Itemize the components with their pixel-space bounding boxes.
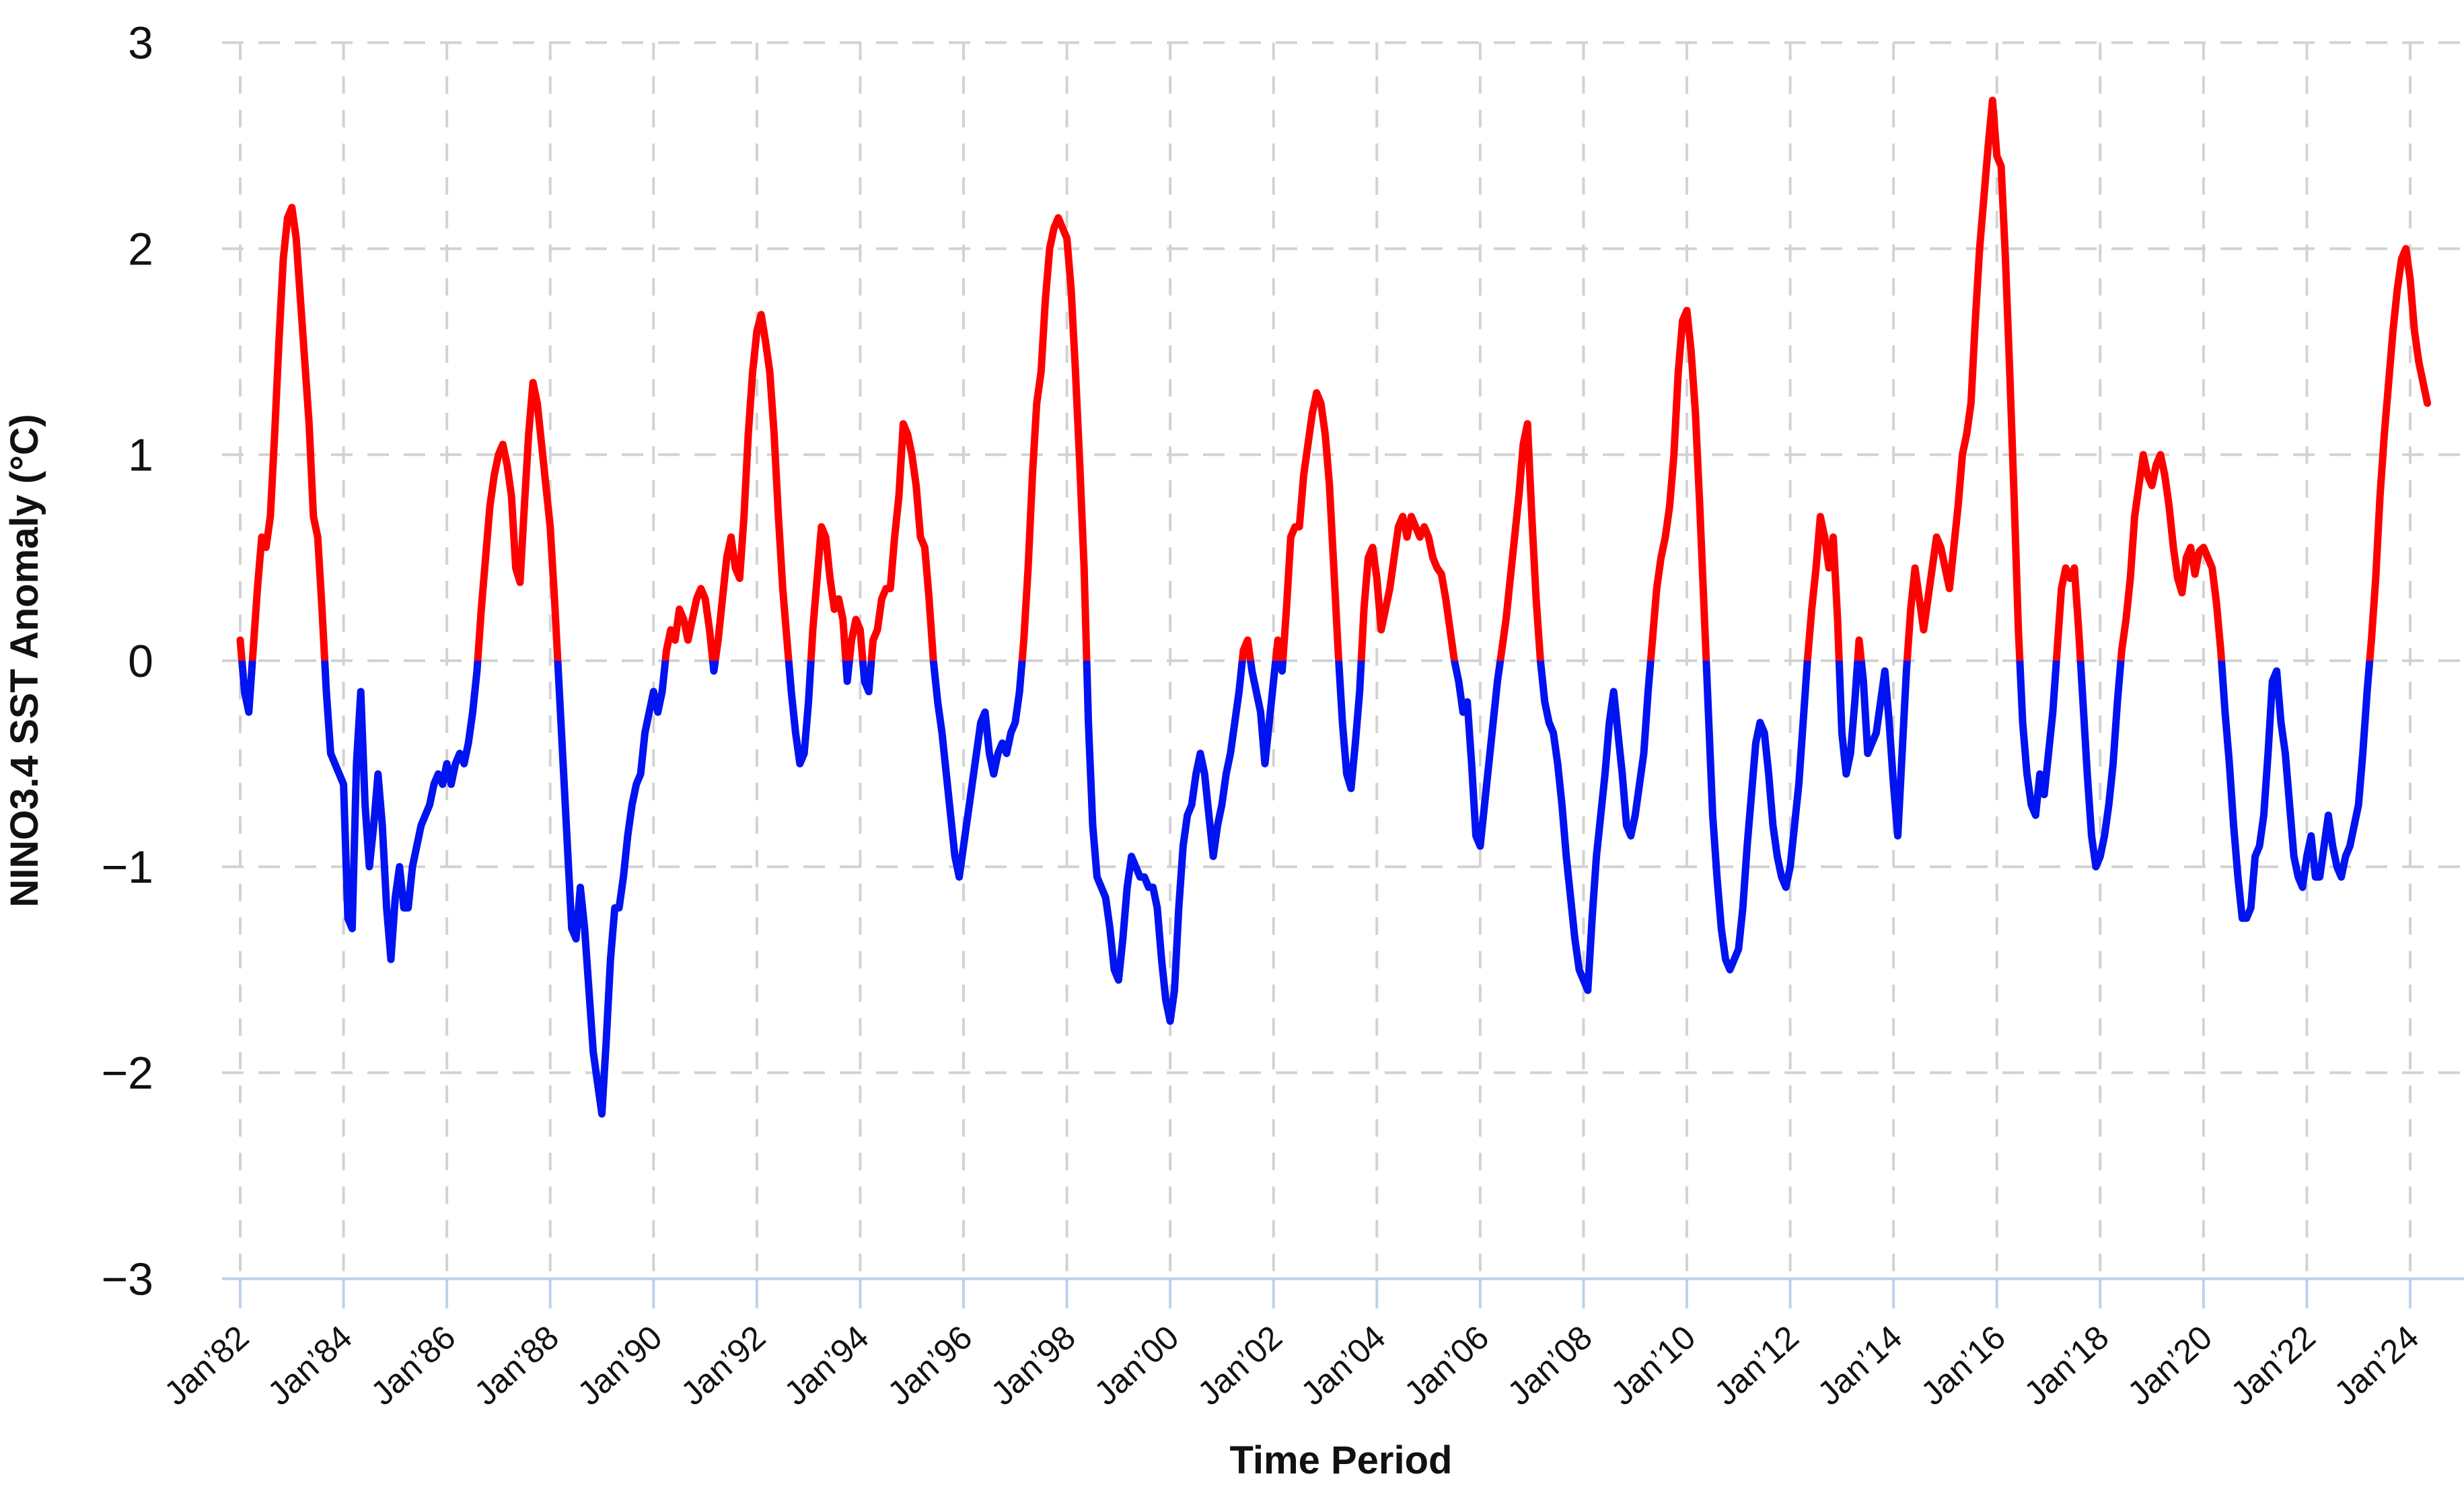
x-tick-label: Jan’22 (2224, 1318, 2323, 1412)
anomaly-line-positive (236, 96, 2432, 661)
x-tick-label: Jan’98 (984, 1318, 1083, 1412)
x-tick-label: Jan’92 (674, 1318, 772, 1412)
x-tick-label: Jan’08 (1500, 1318, 1599, 1412)
x-tick-label: Jan’06 (1397, 1318, 1496, 1412)
x-tick-label: Jan’94 (777, 1318, 876, 1412)
y-tick-label: 2 (128, 223, 153, 275)
x-tick-label: Jan’84 (260, 1318, 359, 1412)
y-tick-label: −1 (101, 842, 153, 893)
anomaly-line-negative (238, 661, 2374, 1118)
x-axis-title: Time Period (1230, 1438, 1453, 1482)
x-tick-label: Jan’86 (364, 1318, 463, 1412)
x-tick-label: Jan’12 (1707, 1318, 1806, 1412)
x-tick-label: Jan’20 (2120, 1318, 2219, 1412)
anomaly-line-series (236, 96, 2432, 1118)
y-tick-label: 3 (128, 17, 153, 69)
x-tick-label: Jan’16 (1914, 1318, 2013, 1412)
x-tick-label: Jan’18 (2017, 1318, 2116, 1412)
axes (222, 1277, 2464, 1309)
y-tick-label: −2 (101, 1048, 153, 1099)
x-tick-label: Jan’82 (157, 1318, 256, 1412)
x-tick-label: Jan’00 (1087, 1318, 1186, 1412)
x-tick-label: Jan’24 (2327, 1318, 2426, 1412)
x-tick-label: Jan’10 (1603, 1318, 1702, 1412)
y-tick-label: −3 (101, 1253, 153, 1305)
y-tick-label: 0 (128, 636, 153, 687)
x-tick-label: Jan’90 (571, 1318, 669, 1412)
y-tick-label: 1 (128, 430, 153, 481)
x-tick-label: Jan’14 (1811, 1318, 1910, 1412)
x-tick-label: Jan’02 (1190, 1318, 1289, 1412)
y-axis-title: NINO3.4 SST Anomaly (°C) (3, 414, 46, 907)
x-tick-label: Jan’88 (467, 1318, 566, 1412)
x-tick-label: Jan’96 (880, 1318, 979, 1412)
x-tick-label: Jan’04 (1294, 1318, 1393, 1412)
